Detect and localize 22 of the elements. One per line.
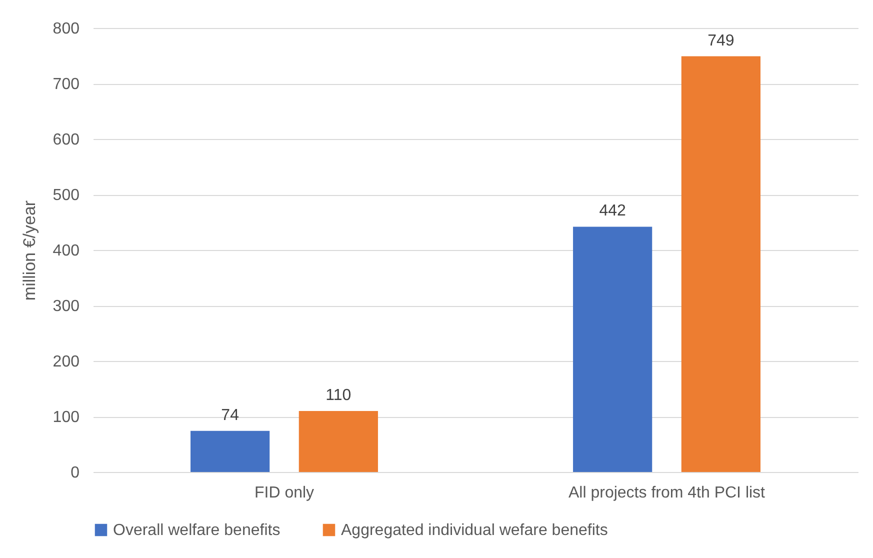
y-tick-label: 800 [52, 20, 80, 38]
x-tick-label: All projects from 4th PCI list [568, 484, 766, 502]
bar [190, 430, 270, 472]
y-axis-title: million €/year [20, 200, 39, 301]
legend-label: Overall welfare benefits [113, 522, 280, 539]
data-label: 442 [599, 202, 626, 220]
y-tick-label: 100 [52, 409, 80, 426]
bar [573, 226, 652, 472]
y-tick-label: 700 [52, 76, 80, 93]
y-tick-label: 600 [52, 132, 80, 148]
legend-label: Aggregated individual wefare benefits [341, 522, 608, 539]
y-tick-label: 200 [52, 354, 80, 370]
x-tick-label: FID only [254, 484, 314, 502]
data-label: 74 [221, 406, 240, 424]
y-tick-label: 500 [52, 187, 80, 204]
y-tick-label: 300 [52, 298, 80, 315]
data-label: 110 [326, 386, 352, 404]
y-tick-label: 0 [70, 464, 80, 482]
data-label: 749 [708, 32, 734, 50]
bar [298, 410, 378, 472]
y-tick-label: 400 [52, 242, 80, 260]
bar [681, 56, 760, 472]
